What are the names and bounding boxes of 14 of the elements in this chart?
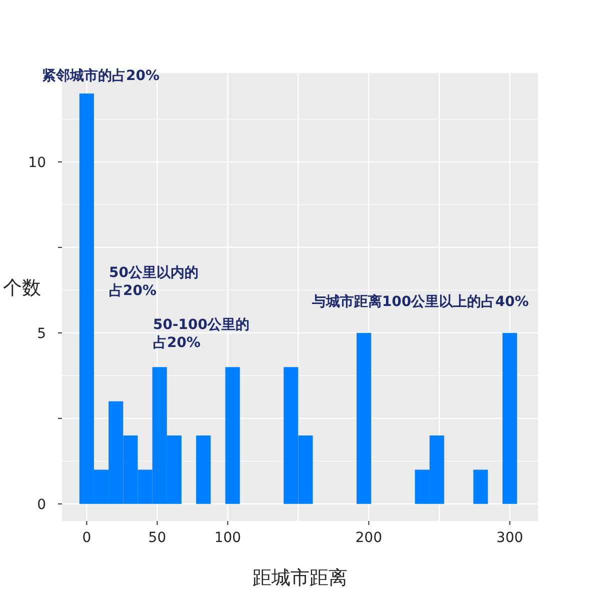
x-tick-label: 0 [82, 530, 92, 546]
x-axis-title: 距城市距离 [252, 567, 348, 589]
x-tick-label: 300 [496, 530, 524, 546]
y-axis-title: 个数 [3, 277, 41, 299]
annotation: 紧邻城市的占20% [42, 67, 160, 84]
x-tick-label: 50 [148, 530, 166, 546]
annotation: 50-100公里的占20% [153, 317, 250, 351]
y-tick-label: 0 [37, 496, 46, 513]
y-tick-label: 10 [28, 154, 46, 171]
annotation: 与城市距离100公里以上的占40% [311, 293, 529, 310]
annotation: 50公里以内的占20% [109, 265, 198, 299]
x-tick-label: 100 [214, 530, 242, 546]
x-tick-label: 200 [355, 530, 382, 546]
y-tick-label: 5 [37, 326, 46, 342]
